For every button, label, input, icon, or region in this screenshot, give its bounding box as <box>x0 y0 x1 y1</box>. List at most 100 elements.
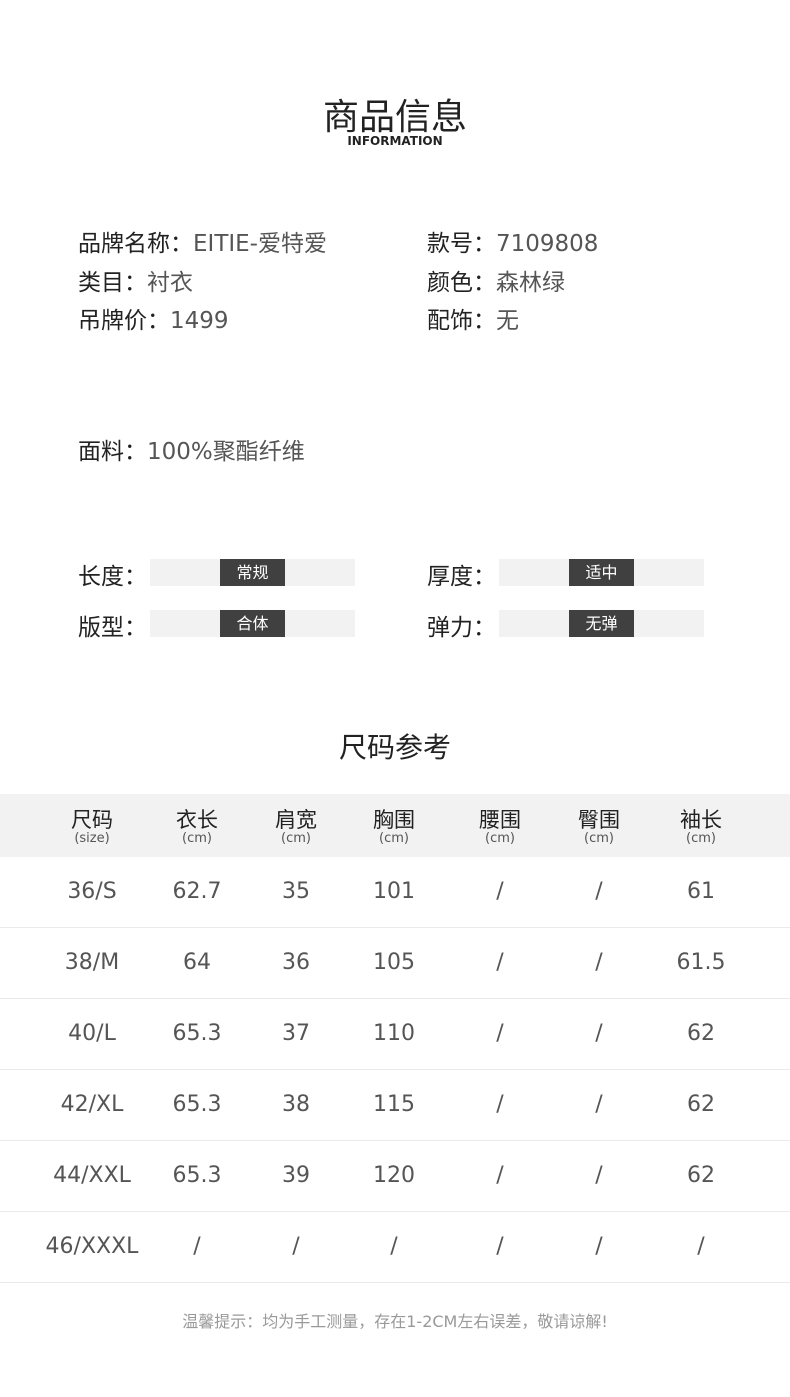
table-cell: / <box>496 1021 504 1046</box>
table-cell: / <box>595 1163 603 1188</box>
table-row: 40/L 65.3 37 110 / / 62 <box>0 999 790 1070</box>
attribute-label: 长度： <box>78 564 147 590</box>
table-cell: 110 <box>373 1021 415 1046</box>
column-unit: (cm) <box>584 831 614 846</box>
table-cell: 62 <box>687 1021 715 1046</box>
table-cell: 46/XXXL <box>45 1234 139 1259</box>
fabric-info: 面料：100%聚酯纤维 <box>78 432 305 466</box>
table-row: 46/XXXL / / / / / / <box>0 1212 790 1283</box>
table-cell: 39 <box>282 1163 310 1188</box>
table-cell: / <box>292 1234 300 1259</box>
table-cell: / <box>595 1234 603 1259</box>
fabric-value: 100%聚酯纤维 <box>147 439 305 465</box>
attribute-bar: 无弹 <box>499 610 704 637</box>
table-row: 38/M 64 36 105 / / 61.5 <box>0 928 790 999</box>
info-item: 类目：衬衣 <box>78 263 193 297</box>
table-cell: 65.3 <box>172 1092 222 1117</box>
table-cell: 61 <box>687 879 715 904</box>
table-cell: 62.7 <box>172 879 222 904</box>
table-cell: / <box>496 950 504 975</box>
attribute-value: 适中 <box>569 559 634 586</box>
table-cell: / <box>496 879 504 904</box>
fabric-label: 面料： <box>78 439 147 465</box>
attribute-label: 厚度： <box>427 564 496 590</box>
info-label: 吊牌价： <box>78 308 170 334</box>
info-value: 无 <box>496 308 519 334</box>
info-value: EITIE-爱特爱 <box>193 231 327 257</box>
info-label: 配饰： <box>427 308 496 334</box>
column-unit: (cm) <box>686 831 716 846</box>
table-cell: / <box>496 1092 504 1117</box>
column-header: 腰围 <box>479 808 521 832</box>
table-row: 44/XXL 65.3 39 120 / / 62 <box>0 1141 790 1212</box>
table-cell: / <box>193 1234 201 1259</box>
table-row: 36/S 62.7 35 101 / / 61 <box>0 857 790 928</box>
info-value: 7109808 <box>496 231 599 257</box>
table-cell: 62 <box>687 1163 715 1188</box>
table-cell: 101 <box>373 879 415 904</box>
column-unit: (cm) <box>379 831 409 846</box>
table-cell: 36 <box>282 950 310 975</box>
page-subtitle: INFORMATION <box>347 134 443 148</box>
page-title: 商品信息 <box>322 97 467 138</box>
table-cell: / <box>697 1234 705 1259</box>
table-cell: 65.3 <box>172 1163 222 1188</box>
attribute-value: 无弹 <box>569 610 634 637</box>
column-header: 衣长 <box>176 808 218 832</box>
attribute-bar: 合体 <box>150 610 355 637</box>
column-header: 臀围 <box>578 808 620 832</box>
table-cell: 36/S <box>67 879 117 904</box>
table-cell: / <box>496 1163 504 1188</box>
table-cell: / <box>595 950 603 975</box>
table-cell: 37 <box>282 1021 310 1046</box>
table-cell: 120 <box>373 1163 415 1188</box>
info-label: 款号： <box>427 231 496 257</box>
table-cell: 61.5 <box>676 950 726 975</box>
table-cell: 115 <box>373 1092 415 1117</box>
table-cell: / <box>595 1021 603 1046</box>
info-value: 森林绿 <box>496 270 565 296</box>
info-label: 品牌名称： <box>78 231 193 257</box>
column-header: 袖长 <box>680 808 722 832</box>
info-label: 类目： <box>78 270 147 296</box>
info-value: 衬衣 <box>147 270 193 296</box>
table-cell: / <box>595 879 603 904</box>
info-item: 品牌名称：EITIE-爱特爱 <box>78 224 327 258</box>
attribute-label: 版型： <box>78 615 147 641</box>
info-item: 配饰：无 <box>427 301 519 335</box>
size-chart-title: 尺码参考 <box>338 731 451 764</box>
column-unit: (cm) <box>182 831 212 846</box>
info-item: 吊牌价：1499 <box>78 301 229 335</box>
table-cell: 44/XXL <box>53 1163 131 1188</box>
attribute-label: 弹力： <box>427 615 496 641</box>
column-header: 肩宽 <box>275 808 317 832</box>
table-cell: / <box>390 1234 398 1259</box>
info-label: 颜色： <box>427 270 496 296</box>
table-row: 42/XL 65.3 38 115 / / 62 <box>0 1070 790 1141</box>
table-cell: 105 <box>373 950 415 975</box>
attribute-value: 合体 <box>220 610 285 637</box>
table-cell: 35 <box>282 879 310 904</box>
column-header: 尺码 <box>71 808 113 832</box>
column-unit: (size) <box>74 831 110 846</box>
info-value: 1499 <box>170 308 229 334</box>
table-cell: / <box>595 1092 603 1117</box>
column-header: 胸围 <box>373 808 415 832</box>
attribute-bar: 适中 <box>499 559 704 586</box>
size-table-header: 尺码 (size) 衣长 (cm) 肩宽 (cm) 胸围 (cm) 腰围 (cm) 臀围 (cm) 袖长… <box>0 794 790 857</box>
column-unit: (cm) <box>281 831 311 846</box>
table-cell: 42/XL <box>60 1092 124 1117</box>
measurement-note: 温馨提示：均为手工测量，存在1-2CM左右误差，敬请谅解! <box>182 1312 608 1331</box>
info-item: 款号：7109808 <box>427 224 598 258</box>
info-item: 颜色：森林绿 <box>427 263 565 297</box>
table-cell: 38 <box>282 1092 310 1117</box>
table-cell: 64 <box>183 950 211 975</box>
table-cell: / <box>496 1234 504 1259</box>
table-cell: 40/L <box>68 1021 116 1046</box>
table-cell: 62 <box>687 1092 715 1117</box>
attribute-value: 常规 <box>220 559 285 586</box>
column-unit: (cm) <box>485 831 515 846</box>
table-cell: 38/M <box>64 950 120 975</box>
table-cell: 65.3 <box>172 1021 222 1046</box>
attribute-bar: 常规 <box>150 559 355 586</box>
